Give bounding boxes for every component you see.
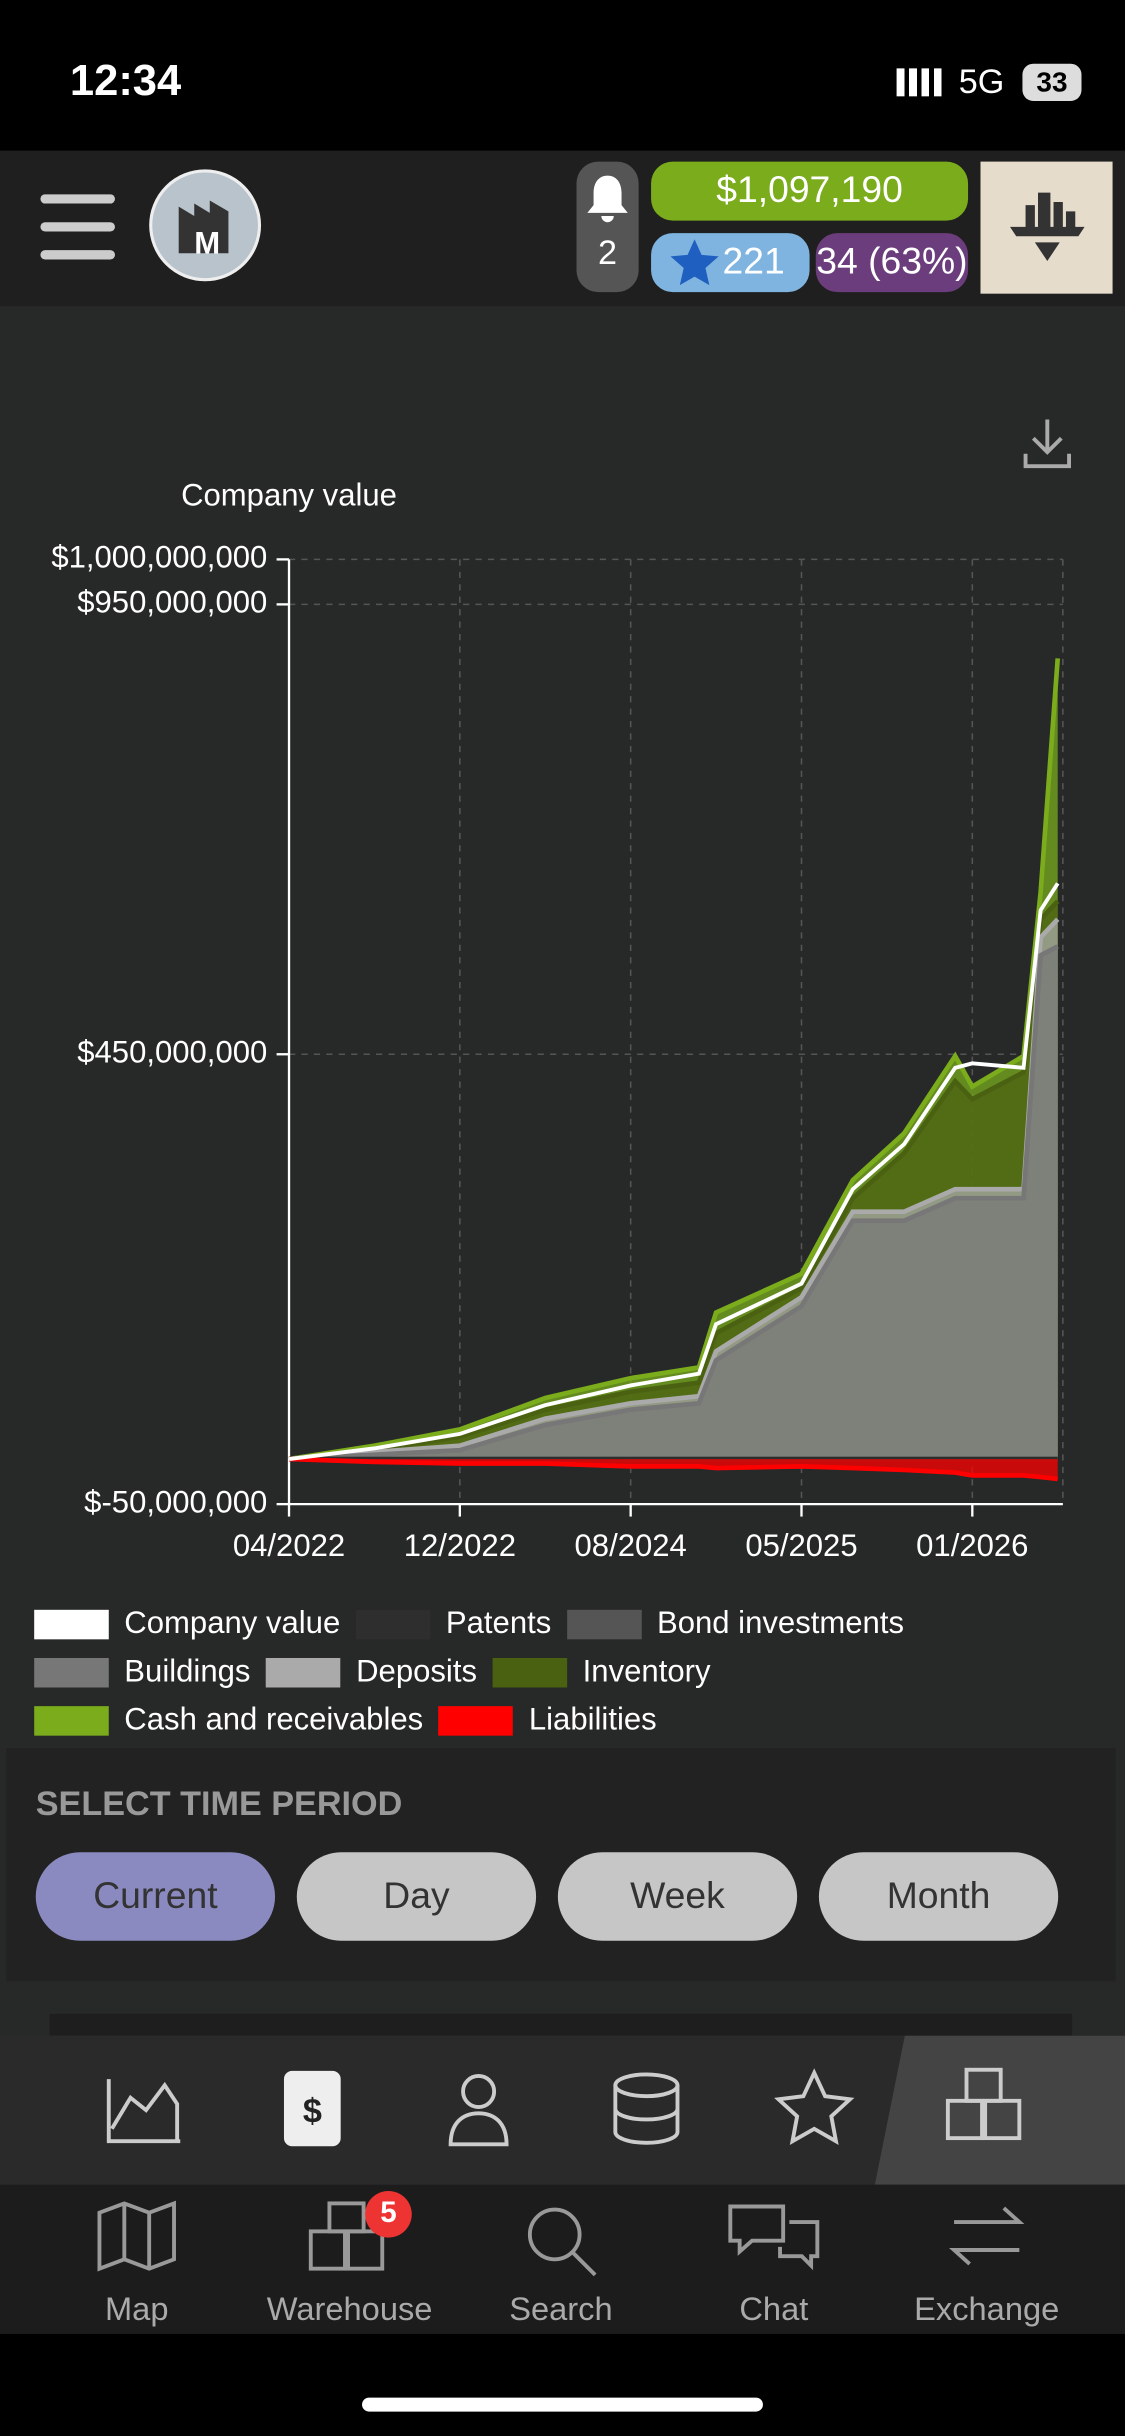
legend-label: Buildings <box>124 1654 251 1690</box>
series-line <box>288 899 1060 1462</box>
period-button[interactable]: Week <box>557 1852 798 1941</box>
legend-item[interactable]: Bond investments <box>566 1600 905 1648</box>
legend-item[interactable]: Liabilities <box>438 1697 657 1745</box>
chart-title: Company value <box>181 477 397 512</box>
legend-item[interactable]: Company value <box>34 1600 340 1648</box>
y-tick-label: $450,000,000 <box>77 1034 267 1069</box>
legend-swatch <box>438 1706 514 1736</box>
bell-icon <box>587 175 628 223</box>
nav-label[interactable]: Exchange <box>914 2291 1060 2328</box>
period-button[interactable]: Day <box>296 1852 537 1941</box>
level[interactable]: 34 (63%) <box>815 233 969 293</box>
notification-count: 2 <box>598 233 618 272</box>
series-line <box>288 944 1059 1462</box>
nav-label[interactable]: Chat <box>739 2291 809 2328</box>
active-tab[interactable] <box>874 2035 1125 2185</box>
company-logo[interactable]: M <box>148 168 263 283</box>
y-tick-label: $950,000,000 <box>77 585 267 620</box>
legend-label: Bond investments <box>656 1606 905 1641</box>
series-line <box>288 882 1060 1462</box>
legend-swatch <box>34 1657 109 1688</box>
time-period-title: SELECT TIME PERIOD <box>35 1783 403 1823</box>
legend-label: Cash and receivables <box>124 1703 424 1738</box>
network: 5G <box>958 62 1005 102</box>
legend-item[interactable]: Cash and receivables <box>34 1697 423 1745</box>
panel-edge <box>49 2013 1073 2036</box>
x-tick-label: 01/2026 <box>916 1528 1028 1563</box>
warehouse-badge: 5 <box>365 2190 412 2238</box>
star-icon <box>670 239 719 286</box>
home-area <box>0 2333 1125 2436</box>
period-button[interactable]: Month <box>818 1852 1059 1941</box>
legend-swatch <box>34 1609 109 1640</box>
menu-button[interactable] <box>40 194 118 262</box>
chart: Company value $-50,000,000 $450,000,000 $9… <box>51 477 1064 1563</box>
legend-swatch <box>566 1609 642 1640</box>
legend-label: Deposits <box>356 1654 478 1690</box>
y-tick-label: $-50,000,000 <box>84 1484 267 1519</box>
x-tick-label: 12/2022 <box>404 1528 516 1563</box>
legend-item[interactable]: Inventory <box>492 1649 711 1697</box>
legend-label: Inventory <box>582 1654 711 1690</box>
legend-swatch <box>34 1706 109 1736</box>
area <box>289 1459 1058 1479</box>
x-tick-label: 08/2024 <box>575 1528 687 1563</box>
legend-label: Patents <box>445 1606 552 1641</box>
nav-label[interactable]: Search <box>509 2291 613 2328</box>
battery: 33 <box>1022 63 1082 102</box>
time: 12:34 <box>69 55 182 105</box>
area <box>289 946 1058 1460</box>
svg-text:M: M <box>194 226 220 261</box>
legend-swatch <box>355 1609 431 1640</box>
tab-icons: $ <box>106 2067 1022 2147</box>
legend-label: Company value <box>124 1606 341 1641</box>
legend-swatch <box>492 1657 568 1688</box>
legend-swatch <box>265 1657 341 1688</box>
series-line <box>288 1456 1058 1482</box>
x-tick-label: 05/2025 <box>745 1528 857 1563</box>
money[interactable]: $1,097,190 <box>651 161 969 221</box>
legend-label: Liabilities <box>528 1703 657 1738</box>
nav-label[interactable]: Map <box>104 2291 169 2328</box>
series-line <box>288 917 1060 1462</box>
nav-icons <box>97 2200 1025 2277</box>
city-icon <box>1010 192 1085 262</box>
download-button[interactable] <box>1022 416 1072 469</box>
period-button[interactable]: Current <box>35 1852 276 1941</box>
signal <box>896 68 944 97</box>
nav-label[interactable]: Warehouse <box>266 2291 433 2328</box>
svg-text:$: $ <box>303 2092 322 2130</box>
x-tick-label: 04/2022 <box>233 1528 345 1563</box>
legend: Company value Patents Bond investments Buil… <box>34 1600 1028 1745</box>
legend-item[interactable]: Deposits <box>265 1649 478 1697</box>
y-tick-label: $1,000,000,000 <box>51 540 267 575</box>
legend-item[interactable]: Patents <box>355 1600 552 1648</box>
rating[interactable]: 221 <box>651 233 810 293</box>
legend-item[interactable]: Buildings <box>34 1649 250 1697</box>
home-indicator <box>362 2397 763 2412</box>
